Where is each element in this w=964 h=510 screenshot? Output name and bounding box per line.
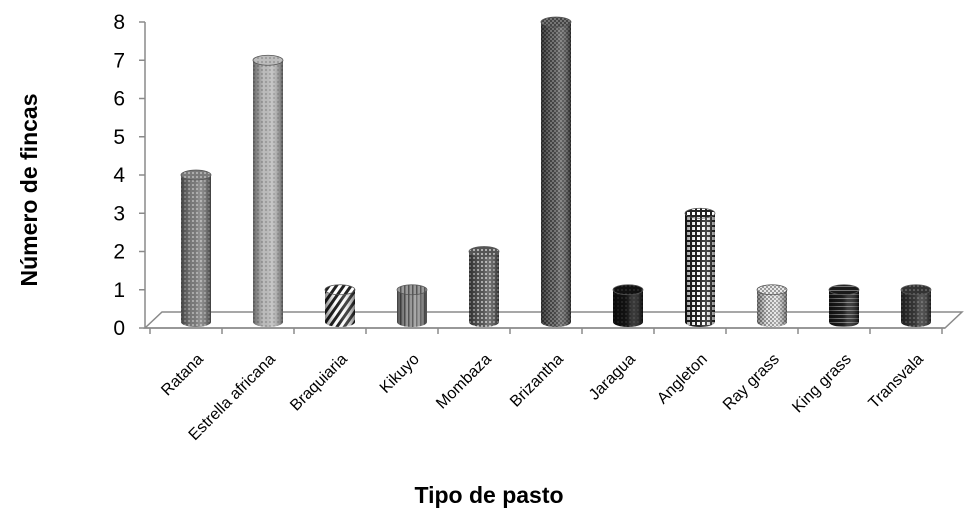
bar (324, 284, 356, 327)
bar-top (756, 284, 788, 296)
y-tick-label: 6 (113, 88, 125, 111)
bar-shading (253, 60, 283, 327)
category-label: Jaragua (586, 351, 639, 404)
bar-top (612, 284, 644, 296)
y-tick-label: 8 (113, 11, 125, 34)
bar (828, 284, 860, 327)
bar (468, 246, 500, 327)
bar-shading (901, 289, 931, 327)
bar (252, 54, 284, 327)
bar-shading (181, 175, 211, 327)
bar-top (324, 284, 356, 296)
category-label: Mombaza (433, 351, 495, 413)
bar-top (180, 169, 212, 181)
y-tick-label: 2 (113, 241, 125, 264)
bar (756, 284, 788, 327)
bar (684, 207, 716, 327)
bar-top (828, 284, 860, 296)
bar-shading (685, 213, 715, 327)
category-label: Ratana (158, 351, 207, 400)
category-label: Braquiaria (287, 351, 351, 415)
bar-shading (757, 289, 787, 327)
category-label: Kikuyo (377, 351, 423, 397)
y-tick-label: 1 (113, 279, 125, 302)
bar-top (468, 246, 500, 257)
bar-top (396, 284, 428, 296)
category-label: Angleton (654, 351, 711, 408)
bar-top (540, 16, 572, 28)
y-tick-labels: 0 1 2 3 4 5 6 7 8 (113, 11, 125, 340)
category-label: Ray grass (720, 351, 783, 414)
category-label: Brizantha (507, 351, 567, 411)
bar-shading (397, 289, 427, 327)
y-tick-label: 7 (113, 49, 125, 72)
bar-top (684, 207, 716, 219)
bar-shading (829, 289, 859, 327)
category-label: Transvala (866, 351, 927, 412)
y-tick-label: 4 (113, 164, 125, 187)
y-tick-label: 0 (113, 317, 125, 340)
bar (540, 16, 572, 327)
bar (612, 284, 644, 327)
chart-axes (139, 21, 964, 334)
bar (900, 284, 932, 327)
y-tick-label: 3 (113, 202, 125, 225)
y-axis-title: Número de fincas (16, 94, 42, 287)
bars (180, 16, 932, 327)
bar-top (252, 54, 284, 66)
bar-shading (469, 251, 499, 327)
bar (180, 169, 212, 327)
category-label: King grass (789, 351, 854, 416)
bar-top (900, 284, 932, 296)
bar-shading (613, 289, 643, 327)
y-tick-label: 5 (113, 126, 125, 149)
bar-shading (325, 289, 355, 327)
x-axis-title: Tipo de pasto (414, 482, 563, 508)
bar (396, 284, 428, 327)
bar-shading (541, 22, 571, 327)
